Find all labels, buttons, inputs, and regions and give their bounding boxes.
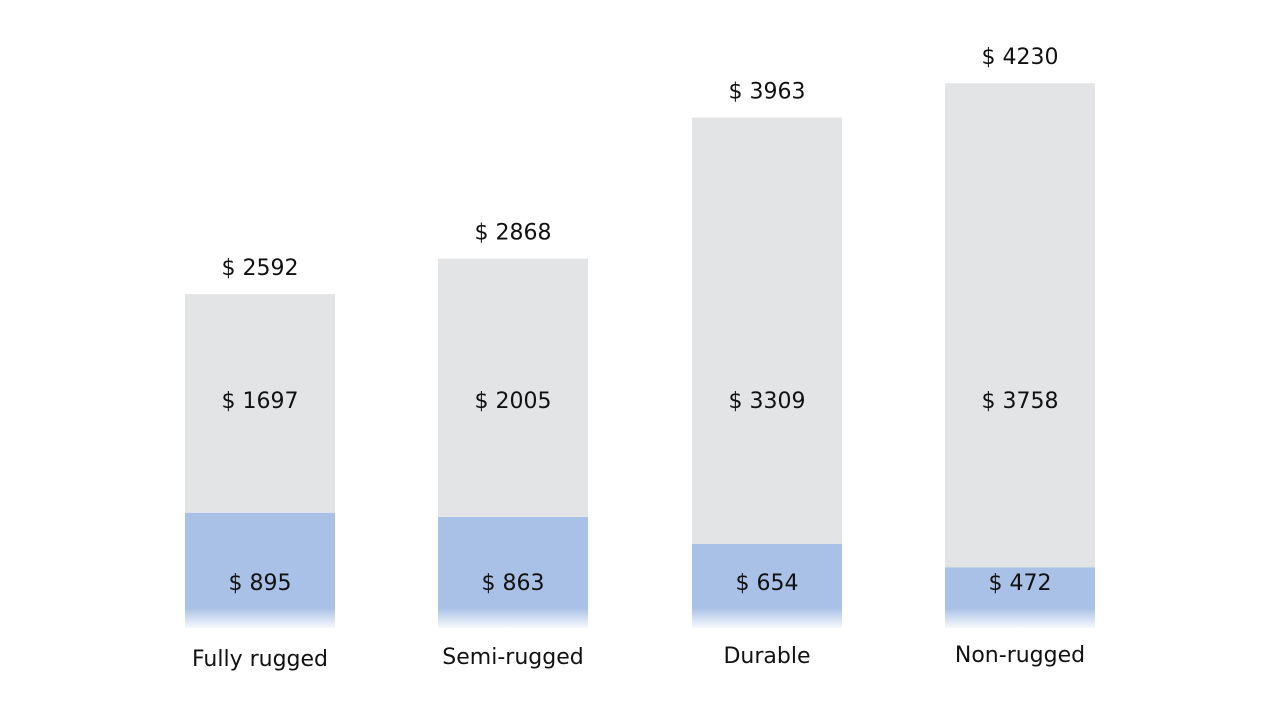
value-label-lower-0: $ 895	[229, 571, 292, 596]
value-label-lower-3: $ 472	[989, 571, 1052, 596]
bar-segment-upper-3	[945, 83, 1095, 568]
value-label-upper-2: $ 3309	[729, 389, 806, 414]
category-label-1: Semi-rugged	[442, 645, 583, 670]
bar-fade-0	[184, 608, 336, 630]
bar-fade-3	[944, 608, 1096, 630]
value-label-lower-2: $ 654	[736, 571, 799, 596]
value-label-upper-0: $ 1697	[222, 389, 299, 414]
total-label-3: $ 4230	[982, 45, 1059, 70]
bar-segment-upper-2	[692, 117, 842, 544]
total-label-2: $ 3963	[729, 80, 806, 105]
total-label-0: $ 2592	[222, 256, 299, 281]
category-label-2: Durable	[723, 644, 810, 669]
category-label-0: Fully rugged	[192, 647, 328, 672]
bar-fade-1	[437, 608, 589, 630]
labels-group: $ 895 $ 1697 $ 2592 Fully rugged $ 863 $ 2005…	[192, 45, 1085, 672]
value-label-upper-1: $ 2005	[475, 389, 552, 414]
value-label-lower-1: $ 863	[482, 571, 545, 596]
category-label-3: Non-rugged	[955, 643, 1085, 668]
total-label-1: $ 2868	[475, 221, 552, 246]
bar-fade-2	[691, 608, 843, 630]
bar-segment-upper-0	[185, 294, 335, 513]
value-label-upper-3: $ 3758	[982, 389, 1059, 414]
bars-group	[184, 83, 1096, 630]
bar-segment-upper-1	[438, 258, 588, 517]
